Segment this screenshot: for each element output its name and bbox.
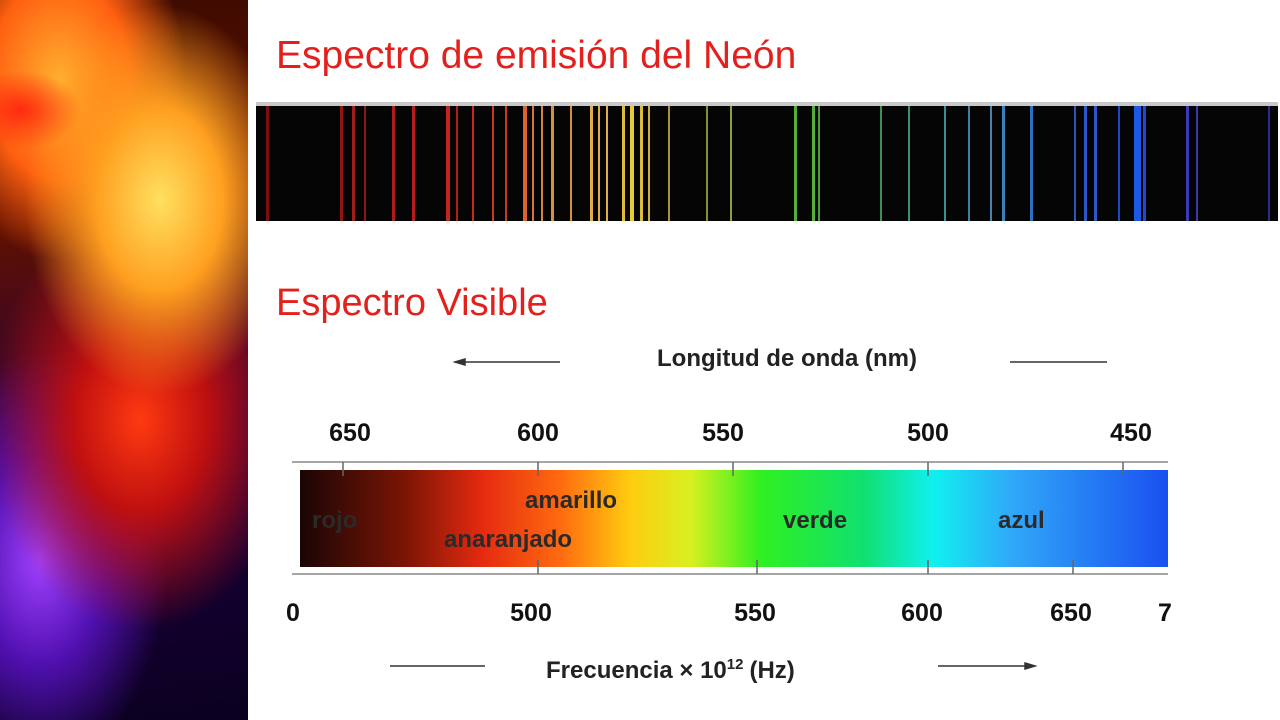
frequency-tick-label: 650 (1050, 599, 1092, 627)
emission-line (944, 106, 946, 221)
emission-line (492, 106, 494, 221)
frequency-text: Frecuencia × 10 (546, 657, 727, 684)
wavelength-tick-label: 550 (702, 419, 744, 447)
region-label: amarillo (525, 487, 617, 514)
neon-strip (256, 106, 1278, 221)
frequency-tick-label: 550 (734, 599, 776, 627)
emission-line (990, 106, 992, 221)
arrow-head (452, 357, 466, 367)
region-label: rojo (312, 507, 357, 534)
emission-line (412, 106, 415, 221)
emission-line (630, 106, 634, 221)
title: Espectro de emisión del Neón (276, 34, 797, 77)
emission-line (590, 106, 593, 221)
emission-line (456, 106, 458, 221)
emission-line (532, 106, 534, 221)
emission-line (668, 106, 670, 221)
frequency-unit: (Hz) (749, 657, 794, 684)
emission-line (551, 106, 554, 221)
emission-line (968, 106, 970, 221)
emission-line (598, 106, 600, 221)
emission-line (1002, 106, 1005, 221)
emission-line (908, 106, 910, 221)
emission-line (880, 106, 882, 221)
emission-line (364, 106, 366, 221)
emission-line (640, 106, 643, 221)
wavelength-tick-label: 500 (907, 419, 949, 447)
wavelength-label: Longitud de onda (nm) (657, 345, 917, 372)
emission-line (570, 106, 572, 221)
emission-line (446, 106, 450, 221)
emission-line (392, 106, 395, 221)
emission-line (706, 106, 708, 221)
frequency-tick-label: 7 (1158, 599, 1172, 627)
frequency-label: Frecuencia × 1012 (Hz) (546, 656, 795, 684)
emission-line (472, 106, 474, 221)
emission-line (1196, 106, 1198, 221)
emission-line (1134, 106, 1141, 221)
emission-line (1074, 106, 1076, 221)
wavelength-tick-label: 650 (329, 419, 371, 447)
emission-line (1268, 106, 1270, 221)
frequency-tick-label: 600 (901, 599, 943, 627)
emission-line (352, 106, 355, 221)
region-label: verde (783, 507, 847, 534)
emission-line (523, 106, 527, 221)
arrow-head (1024, 661, 1038, 671)
emission-line (730, 106, 732, 221)
emission-line (1118, 106, 1120, 221)
emission-line (1143, 106, 1146, 221)
frequency-exponent: 12 (727, 656, 744, 673)
frequency-tick-label: 0 (286, 599, 300, 627)
wavelength-tick-label: 600 (517, 419, 559, 447)
emission-line (812, 106, 815, 221)
emission-line (606, 106, 608, 221)
emission-line (1094, 106, 1097, 221)
subtitle: Espectro Visible (276, 282, 548, 324)
emission-line (1030, 106, 1033, 221)
emission-line (794, 106, 797, 221)
emission-line (648, 106, 650, 221)
strip-border (256, 102, 1278, 106)
wavelength-tick-label: 450 (1110, 419, 1152, 447)
emission-line (266, 106, 269, 221)
emission-line (1186, 106, 1189, 221)
emission-lines (266, 106, 1270, 221)
emission-line (541, 106, 543, 221)
visible-spectrum (300, 470, 1168, 567)
frequency-tick-label: 500 (510, 599, 552, 627)
emission-line (1084, 106, 1087, 221)
decorative-flame (0, 0, 248, 720)
emission-line (505, 106, 507, 221)
emission-line (622, 106, 625, 221)
emission-line (340, 106, 343, 221)
emission-line (818, 106, 820, 221)
region-label: azul (998, 507, 1045, 534)
region-label: anaranjado (444, 526, 572, 553)
